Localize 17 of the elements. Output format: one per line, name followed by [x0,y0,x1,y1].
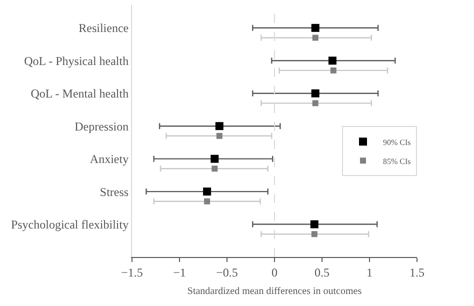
y-tick-label: Stress [100,184,129,199]
x-tick-label: −0.5 [216,265,238,280]
y-tick-label: QoL - Physical health [24,54,129,68]
x-tick-label: 1.5 [410,265,424,280]
y-tick-label: Psychological flexibility [10,217,129,232]
x-tick-label: −1 [173,265,186,280]
legend-label: 85% CIs [383,156,411,166]
x-axis-title: Standardized mean differences in outcomes [187,286,362,297]
y-tick-label: Depression [74,119,129,134]
y-tick-label: Resilience [78,21,129,36]
legend-label: 90% CIs [383,138,411,147]
y-tick-label: Anxiety [90,152,129,166]
y-tick-label: QoL - Mental health [30,86,129,101]
x-tick-label: −1.5 [121,265,143,280]
x-tick-label: 0 [272,265,278,280]
x-tick-label: 1 [366,265,372,280]
x-tick-label: 0.5 [314,265,330,280]
